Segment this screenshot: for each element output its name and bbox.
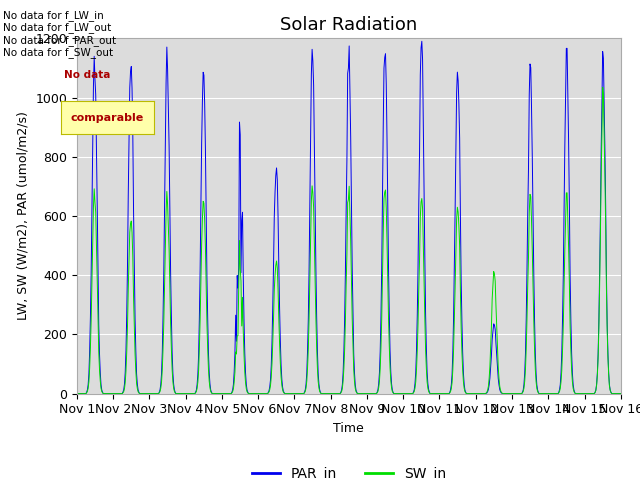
SW_in — [223, 391, 230, 396]
Legend: PAR_in, SW_in: PAR_in, SW_in — [246, 461, 451, 480]
PAR_in — [418, 38, 426, 44]
PAR_in — [431, 391, 439, 396]
SW_in — [617, 391, 625, 396]
SW_in — [73, 391, 81, 396]
SW_in — [83, 390, 90, 396]
PAR_in — [73, 391, 81, 396]
SW_in — [139, 391, 147, 396]
X-axis label: Time: Time — [333, 422, 364, 435]
Text: No data: No data — [64, 70, 110, 80]
Y-axis label: LW, SW (W/m2), PAR (umol/m2/s): LW, SW (W/m2), PAR (umol/m2/s) — [17, 111, 29, 321]
PAR_in — [139, 391, 147, 396]
PAR_in — [194, 372, 202, 377]
Title: Solar Radiation: Solar Radiation — [280, 16, 417, 34]
PAR_in — [83, 389, 90, 395]
SW_in — [415, 286, 422, 291]
PAR_in — [223, 391, 230, 396]
Text: comparable: comparable — [70, 113, 144, 122]
PAR_in — [415, 201, 422, 207]
SW_in — [431, 391, 438, 396]
Line: PAR_in: PAR_in — [77, 41, 621, 394]
Line: SW_in: SW_in — [77, 87, 621, 394]
Text: No data for f_LW_in
No data for f_LW_out
No data for f_PAR_out
No data for f_SW_: No data for f_LW_in No data for f_LW_out… — [3, 10, 116, 58]
SW_in — [194, 379, 202, 385]
SW_in — [599, 84, 607, 90]
PAR_in — [617, 391, 625, 396]
